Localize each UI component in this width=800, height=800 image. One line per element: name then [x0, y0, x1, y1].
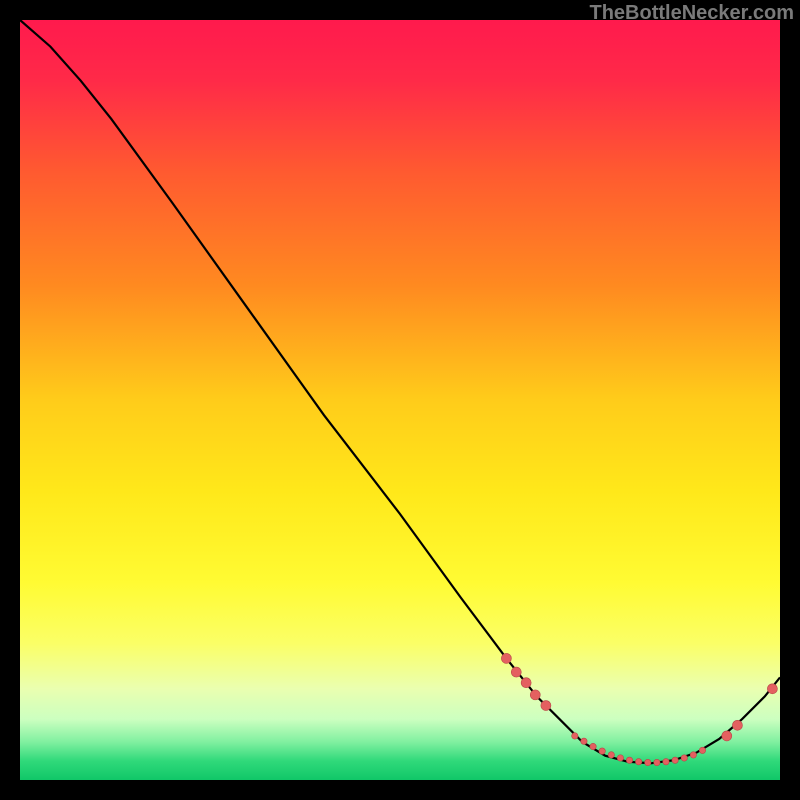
- data-marker: [681, 755, 687, 761]
- data-marker: [732, 720, 742, 730]
- data-marker: [590, 743, 596, 749]
- data-marker: [699, 747, 705, 753]
- data-marker: [645, 759, 651, 765]
- data-marker: [663, 759, 669, 765]
- data-marker: [530, 690, 540, 700]
- data-marker: [599, 748, 605, 754]
- data-marker: [501, 653, 511, 663]
- marker-group: [501, 653, 777, 765]
- data-marker: [635, 759, 641, 765]
- data-marker: [521, 678, 531, 688]
- bottleneck-curve: [20, 20, 780, 763]
- data-marker: [767, 684, 777, 694]
- data-marker: [672, 757, 678, 763]
- data-marker: [690, 752, 696, 758]
- chart-frame: TheBottleNecker.com: [0, 0, 800, 800]
- data-marker: [722, 731, 732, 741]
- data-marker: [626, 757, 632, 763]
- watermark-text: TheBottleNecker.com: [589, 2, 794, 25]
- data-marker: [572, 733, 578, 739]
- data-marker: [617, 755, 623, 761]
- plot-area: [20, 20, 780, 780]
- data-marker: [608, 752, 614, 758]
- data-marker: [654, 759, 660, 765]
- data-marker: [581, 738, 587, 744]
- data-marker: [511, 667, 521, 677]
- data-marker: [541, 701, 551, 711]
- curve-layer: [20, 20, 780, 780]
